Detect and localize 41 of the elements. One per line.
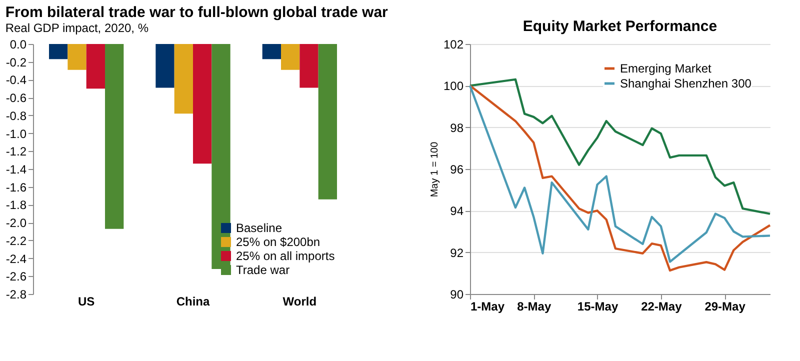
y-tick-label: 0.0 xyxy=(10,38,27,52)
y-tick-label: -2.6 xyxy=(6,270,27,284)
y-tick-label: -1.6 xyxy=(6,180,27,194)
y-tick-label: 92 xyxy=(450,246,464,260)
chart-subtitle: Real GDP impact, 2020, % xyxy=(5,21,149,35)
legend-label: Baseline xyxy=(236,221,282,235)
y-tick-label: 94 xyxy=(450,204,464,218)
y-tick-label: -2.2 xyxy=(6,234,27,248)
y-tick-label: 102 xyxy=(443,38,464,52)
y-tick-label: -1.0 xyxy=(6,126,27,141)
y-tick-label: 90 xyxy=(450,288,464,302)
chart-title: Equity Market Performance xyxy=(522,18,718,35)
chart-title: From bilateral trade war to full-blown global trade war xyxy=(5,4,388,21)
y-tick-label: 96 xyxy=(450,162,464,176)
y-tick-label: -0.2 xyxy=(6,55,27,70)
x-tick-label: 1-May xyxy=(470,300,505,314)
y-axis-title: May 1 = 100 xyxy=(429,141,440,198)
x-tick-label: 22-May xyxy=(641,300,682,314)
x-tick-label: World xyxy=(282,294,317,308)
y-tick-label: -1.8 xyxy=(6,198,27,212)
legend-label: Emerging Market xyxy=(620,62,712,76)
x-tick-label: 29-May xyxy=(704,300,746,314)
y-tick-label: -0.4 xyxy=(6,73,27,88)
y-tick-label: -2.0 xyxy=(6,216,27,230)
y-tick-label: -2.8 xyxy=(6,288,27,302)
y-tick-label: -0.8 xyxy=(6,108,27,123)
y-tick-label: -1.2 xyxy=(6,144,27,159)
y-tick-label: 100 xyxy=(443,79,464,94)
x-tick-label: China xyxy=(176,294,210,308)
x-tick-label: 15-May xyxy=(577,300,618,314)
y-tick-label: -2.4 xyxy=(6,252,27,266)
y-tick-label: -1.4 xyxy=(6,162,27,176)
line-series xyxy=(468,78,772,215)
legend-label: Trade war xyxy=(236,263,290,277)
legend-label: 25% on all imports xyxy=(236,249,335,263)
y-tick-label: -0.6 xyxy=(6,91,27,106)
legend-label: 25% on $200bn xyxy=(236,235,320,249)
y-tick-label: 98 xyxy=(450,120,464,135)
x-tick-label: US xyxy=(78,294,95,308)
legend-label: Shanghai Shenzhen 300 xyxy=(620,76,752,90)
x-tick-label: 8-May xyxy=(517,300,552,314)
